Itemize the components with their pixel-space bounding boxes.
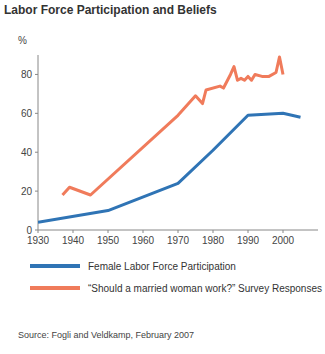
legend-label: Female Labor Force Participation (88, 261, 236, 272)
x-tick-label: 1930 (27, 235, 50, 246)
title: Labor Force Participation and Beliefs (4, 3, 217, 17)
x-tick-label: 1960 (132, 235, 155, 246)
y-tick-label: 0 (26, 225, 32, 236)
y-tick-label: 80 (21, 69, 33, 80)
x-tick-label: 1940 (62, 235, 85, 246)
legend-label: “Should a married woman work?” Survey Re… (88, 283, 322, 294)
y-tick-label: 20 (21, 186, 33, 197)
x-tick (213, 230, 214, 233)
legend-swatch (30, 264, 80, 268)
chart: Labor Force Participation and Beliefs% 0 2… (0, 0, 325, 354)
legend-swatch (30, 286, 80, 290)
x-tick-label: 1950 (97, 235, 120, 246)
y-axis (38, 55, 39, 230)
y-tick (35, 74, 38, 75)
x-tick (73, 230, 74, 233)
x-tick-label: 1990 (237, 235, 260, 246)
y-tick-label: 60 (21, 108, 33, 119)
x-tick (38, 230, 39, 233)
y-tick (35, 113, 38, 114)
series-line (63, 57, 284, 195)
y-tick-label: 40 (21, 147, 33, 158)
y-axis-label: % (18, 35, 27, 46)
x-tick-label: 1970 (167, 235, 190, 246)
source: Source: Fogli and Veldkamp, February 200… (18, 330, 194, 340)
x-tick (143, 230, 144, 233)
y-tick (35, 191, 38, 192)
x-tick-label: 1980 (202, 235, 225, 246)
x-tick (283, 230, 284, 233)
plot-area (38, 57, 301, 222)
series-line (38, 113, 301, 222)
x-tick (248, 230, 249, 233)
x-tick (178, 230, 179, 233)
x-tick-label: 2000 (272, 235, 295, 246)
x-tick (108, 230, 109, 233)
y-tick (35, 152, 38, 153)
